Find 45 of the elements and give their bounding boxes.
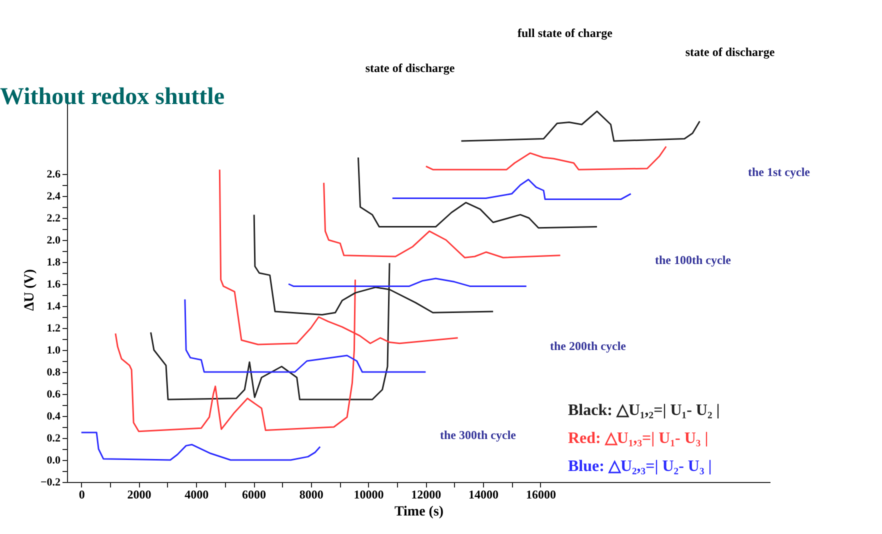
x-tick-label: 12000 [411,488,442,502]
line-series [425,146,667,170]
line-series [323,182,561,258]
x-tick-label: 8000 [299,488,324,502]
y-tick-label: 0.0 [46,454,61,466]
x-tick-label: 4000 [184,488,209,502]
text: state of discharge [685,45,776,59]
x-tick-label: 14000 [468,488,499,502]
y-tick-label: 0.4 [46,410,61,422]
annotation: the 200th cycle [550,339,627,353]
annotation: the 100th cycle [655,253,732,267]
y-tick-label: 1.4 [46,300,61,312]
y-tick-label: 1.2 [46,322,61,334]
x-axis-title: Time (s) [394,504,444,520]
y-tick-label: 2.6 [46,168,61,180]
y-tick-label: 1.0 [46,344,61,356]
y-axis-title: ΔU (V) [22,268,38,311]
y-tick-label: 0.2 [46,432,61,444]
y-tick-label: 2.2 [46,212,61,224]
text: Blue: △U₂,₃=| U₂- U₃ | [568,458,712,475]
line-series [392,178,632,200]
text: full state of charge [518,26,614,40]
line-series [288,278,528,287]
annotation: the 300th cycle [440,428,517,442]
x-tick-label: 2000 [127,488,152,502]
y-tick-label: 1.8 [46,256,61,268]
x-tick-label: 10000 [354,488,384,502]
y-tick-label: 0.6 [46,388,61,400]
chart-title: Without redox shuttle [0,84,225,110]
x-tick-label: 16000 [526,488,556,502]
y-tick-label: −0.2 [40,476,61,488]
line-series [80,432,321,461]
y-tick-label: 1.6 [46,278,61,290]
text: Red: △U₁,₃=| U₁- U₃ | [568,430,708,447]
line-series [460,110,700,142]
line-series [184,298,426,373]
line-series [357,156,598,229]
y-tick-label: 2.4 [46,190,61,202]
x-tick-label: 0 [78,488,85,502]
x-tick-label: 6000 [242,488,266,502]
y-tick-label: 2.0 [46,234,61,246]
text: Black: △U₁,₂=| U₁- U₂ | [568,402,720,419]
text: state of discharge [365,61,456,75]
y-tick-label: 0.8 [46,366,61,378]
annotation: the 1st cycle [748,165,811,179]
